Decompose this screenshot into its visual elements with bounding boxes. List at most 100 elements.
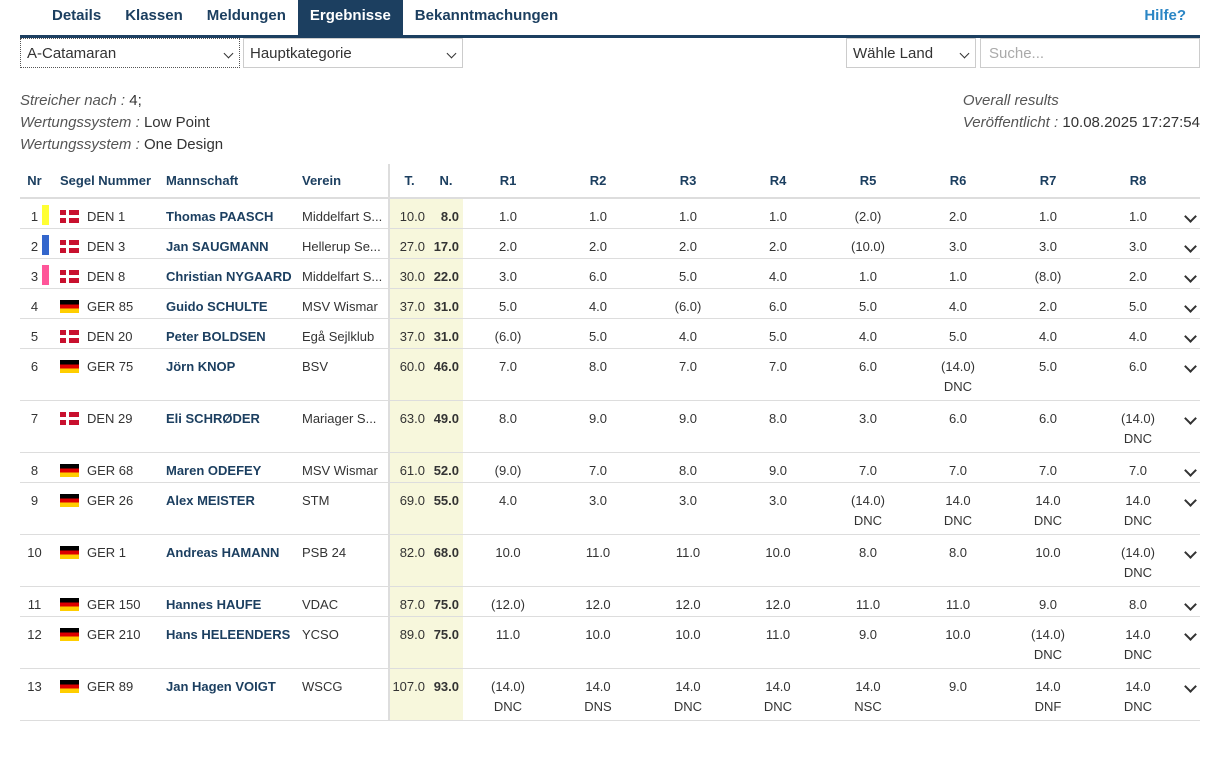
team-name[interactable]: Jan Hagen VOIGT [165,668,301,721]
col-sail-number[interactable]: Segel Nummer [59,164,165,199]
race-points: 10.0 [945,626,971,642]
race-points: 7.0 [1128,462,1148,478]
overall-results-label: Overall results [962,92,1059,109]
expand-row-button[interactable] [1183,668,1200,721]
race-points: 8.0 [858,544,878,560]
team-name[interactable]: Eli SCHRØDER [165,400,301,453]
table-row[interactable]: 8 GER 68 Maren ODEFEY MSV Wismar 61.0 52.0 (9.… [20,452,1200,483]
race-score: 9.0 [913,668,1003,721]
race-score: 11.0 [913,586,1003,617]
expand-row-button[interactable] [1183,318,1200,349]
race-score: 14.0 DNC [1093,482,1183,535]
race-score: 14.0 DNC [1003,482,1093,535]
scoring-value: Low Point [143,114,210,131]
col-r4[interactable]: R4 [733,164,823,199]
tab-bekanntmachungen[interactable]: Bekanntmachungen [414,7,559,24]
team-name[interactable]: Hans HELEENDERS [165,616,301,669]
table-row[interactable]: 9 GER 26 Alex MEISTER STM 69.0 55.0 4.0 3.0 3.0 3… [20,482,1200,535]
table-row[interactable]: 6 GER 75 Jörn KNOP BSV 60.0 46.0 7.0 8.0 7.0 7.0 6… [20,348,1200,401]
class-select[interactable]: A-Catamaran [20,38,240,68]
expand-row-button[interactable] [1183,228,1200,259]
table-row[interactable]: 7 DEN 29 Eli SCHRØDER Mariager S... 63.0 49.0… [20,400,1200,453]
table-row[interactable]: 5 DEN 20 Peter BOLDSEN Egå Sejlklub 37.0 31.0… [20,318,1200,349]
country-select[interactable]: Wähle Land [846,38,976,68]
col-team[interactable]: Mannschaft [165,164,301,199]
expand-row-button[interactable] [1183,400,1200,453]
col-nr[interactable]: Nr [20,164,49,199]
race-points: 8.0 [1128,596,1148,612]
col-r8[interactable]: R8 [1093,164,1183,199]
expand-row-button[interactable] [1183,198,1200,229]
club-name: MSV Wismar [301,452,389,483]
race-code: DNC [1123,564,1153,580]
expand-row-button[interactable] [1183,586,1200,617]
table-row[interactable]: 3 DEN 8 Christian NYGAARD Middelfart S... 30… [20,258,1200,289]
col-r3[interactable]: R3 [643,164,733,199]
race-score: 10.0 [733,534,823,587]
col-total[interactable]: T. [388,164,429,199]
team-name[interactable]: Maren ODEFEY [165,452,301,483]
race-score: 3.0 [733,482,823,535]
race-score: 7.0 [733,348,823,401]
category-select[interactable]: Hauptkategorie [243,38,463,68]
expand-row-button[interactable] [1183,348,1200,401]
podium-marker [42,234,49,255]
race-score: 14.0 DNF [1003,668,1093,721]
table-row[interactable]: 2 DEN 3 Jan SAUGMANN Hellerup Se... 27.0 17.0… [20,228,1200,259]
expand-row-button[interactable] [1183,616,1200,669]
race-points: (6.0) [674,298,702,314]
chevron-down-icon [1184,493,1197,507]
race-score: 9.0 [643,400,733,453]
flag-ger-icon [60,545,79,559]
table-row[interactable]: 13 GER 89 Jan Hagen VOIGT WSCG 107.0 93.0 (14.… [20,668,1200,721]
team-name[interactable]: Jörn KNOP [165,348,301,401]
race-score: (6.0) [463,318,553,349]
net-points: 17.0 [429,228,463,259]
expand-row-button[interactable] [1183,534,1200,587]
race-score: 9.0 [1003,586,1093,617]
table-row[interactable]: 4 GER 85 Guido SCHULTE MSV Wismar 37.0 31.0 5.… [20,288,1200,319]
race-points: 4.0 [498,492,518,508]
expand-row-button[interactable] [1183,288,1200,319]
chevron-down-icon [959,48,970,59]
race-points: 12.0 [765,596,791,612]
team-name[interactable]: Andreas HAMANN [165,534,301,587]
team-name[interactable]: Hannes HAUFE [165,586,301,617]
col-r1[interactable]: R1 [463,164,553,199]
expand-row-button[interactable] [1183,258,1200,289]
race-points: 1.0 [678,209,698,224]
race-points: 3.0 [588,492,608,508]
col-club[interactable]: Verein [301,164,389,199]
table-row[interactable]: 12 GER 210 Hans HELEENDERS YCSO 89.0 75.0 11.0… [20,616,1200,669]
table-row[interactable]: 10 GER 1 Andreas HAMANN PSB 24 82.0 68.0 10.0 1… [20,534,1200,587]
team-name[interactable]: Peter BOLDSEN [165,318,301,349]
team-name[interactable]: Alex MEISTER [165,482,301,535]
team-name[interactable]: Thomas PAASCH [165,198,301,229]
team-name[interactable]: Guido SCHULTE [165,288,301,319]
tab-ergebnisse[interactable]: Ergebnisse [297,0,403,35]
col-net[interactable]: N. [429,164,463,199]
tab-meldungen[interactable]: Meldungen [206,7,286,24]
search-input[interactable] [980,38,1200,68]
tab-details[interactable]: Details [52,7,102,24]
col-r7[interactable]: R7 [1003,164,1093,199]
col-r6[interactable]: R6 [913,164,1003,199]
team-name[interactable]: Jan SAUGMANN [165,228,301,259]
race-points: 7.0 [948,462,968,478]
expand-row-button[interactable] [1183,482,1200,535]
flag-den-icon [60,269,79,283]
tab-klassen[interactable]: Klassen [125,7,183,24]
rank: 6 [30,358,39,374]
race-points: (14.0) [1031,626,1065,642]
race-score: 10.0 [913,616,1003,669]
table-row[interactable]: 1 DEN 1 Thomas PAASCH Middelfart S... 10.0 8.… [20,198,1200,229]
expand-row-button[interactable] [1183,452,1200,483]
table-row[interactable]: 11 GER 150 Hannes HAUFE VDAC 87.0 75.0 (12.0) 1… [20,586,1200,617]
race-score: 2.0 [913,198,1003,229]
col-r2[interactable]: R2 [553,164,643,199]
col-r5[interactable]: R5 [823,164,913,199]
race-points: 8.0 [948,544,968,560]
club-name: VDAC [301,586,389,617]
team-name[interactable]: Christian NYGAARD [165,258,301,289]
help-link[interactable]: Hilfe? [1144,7,1186,24]
